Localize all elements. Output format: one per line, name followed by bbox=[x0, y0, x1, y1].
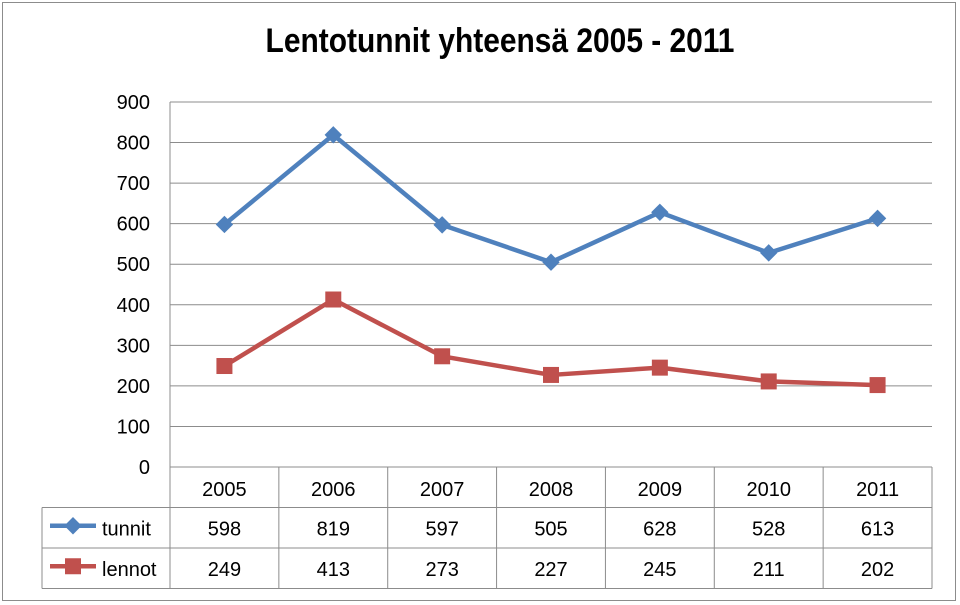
data-point-tunnit-2008 bbox=[542, 253, 560, 271]
y-tick-label-100: 100 bbox=[117, 416, 150, 438]
data-point-lennot-2009 bbox=[651, 359, 668, 376]
gridlines bbox=[169, 101, 932, 468]
table-value-lennot-2005: 249 bbox=[208, 559, 241, 581]
y-tick-label-300: 300 bbox=[117, 335, 150, 357]
data-point-tunnit-2007 bbox=[433, 216, 451, 234]
legend-key-marker-tunnit bbox=[64, 517, 82, 535]
table-value-tunnit-2005: 598 bbox=[208, 519, 241, 541]
x-tick-label-2009: 2009 bbox=[638, 479, 683, 501]
table-value-lennot-2006: 413 bbox=[317, 559, 350, 581]
y-tick-label-700: 700 bbox=[117, 173, 150, 195]
data-point-lennot-2010 bbox=[760, 373, 777, 390]
table-value-lennot-2009: 245 bbox=[643, 559, 676, 581]
legend-label-lennot: lennot bbox=[102, 559, 157, 581]
data-table: 2005 2006 2007 2008 2009 2010 2011 tunnit 598 819… bbox=[41, 467, 933, 589]
table-value-lennot-2010: 211 bbox=[753, 559, 785, 581]
y-tick-label-800: 800 bbox=[117, 133, 150, 155]
data-point-lennot-2007 bbox=[434, 348, 451, 365]
table-value-tunnit-2008: 505 bbox=[534, 519, 567, 541]
table-value-tunnit-2011: 613 bbox=[861, 519, 894, 541]
table-value-tunnit-2006: 819 bbox=[317, 519, 350, 541]
table-value-lennot-2007: 273 bbox=[425, 559, 458, 581]
x-tick-label-2011: 2011 bbox=[856, 479, 899, 501]
y-tick-label-0: 0 bbox=[139, 457, 150, 479]
data-point-tunnit-2005 bbox=[215, 215, 234, 234]
x-tick-label-2005: 2005 bbox=[202, 479, 247, 501]
series-lines bbox=[215, 126, 887, 394]
legend-key-marker-lennot bbox=[65, 558, 81, 575]
chart-title: Lentotunnit yhteensä 2005 - 2011 bbox=[265, 22, 735, 60]
y-tick-label-400: 400 bbox=[117, 295, 150, 317]
data-point-tunnit-2006 bbox=[324, 126, 342, 144]
data-point-lennot-2006 bbox=[325, 291, 342, 308]
table-value-tunnit-2010: 528 bbox=[752, 519, 785, 541]
y-axis-ticks: 0 100 200 300 400 500 600 700 800 900 bbox=[117, 92, 150, 479]
x-tick-label-2010: 2010 bbox=[746, 479, 791, 501]
y-tick-label-200: 200 bbox=[117, 376, 150, 398]
data-point-lennot-2005 bbox=[216, 358, 233, 375]
data-point-tunnit-2011 bbox=[868, 209, 887, 228]
table-value-tunnit-2007: 597 bbox=[425, 519, 458, 541]
table-value-tunnit-2009: 628 bbox=[643, 519, 676, 541]
legend-label-tunnit: tunnit bbox=[102, 519, 151, 541]
data-point-tunnit-2010 bbox=[760, 244, 778, 262]
y-tick-label-900: 900 bbox=[117, 92, 150, 114]
data-point-lennot-2008 bbox=[543, 366, 559, 383]
table-value-lennot-2008: 227 bbox=[534, 559, 567, 581]
data-point-tunnit-2009 bbox=[651, 203, 669, 222]
x-tick-label-2006: 2006 bbox=[311, 479, 356, 501]
y-tick-label-600: 600 bbox=[117, 214, 150, 236]
series-line-tunnit bbox=[222, 132, 879, 265]
x-tick-label-2007: 2007 bbox=[420, 479, 465, 501]
x-tick-label-2008: 2008 bbox=[529, 479, 574, 501]
table-value-lennot-2011: 202 bbox=[861, 559, 894, 581]
y-tick-label-500: 500 bbox=[117, 254, 150, 276]
data-point-lennot-2011 bbox=[869, 377, 886, 394]
